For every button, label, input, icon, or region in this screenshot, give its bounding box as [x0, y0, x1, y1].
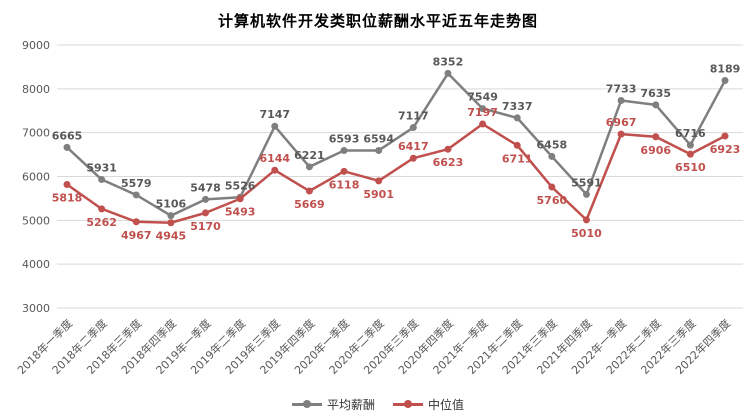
median-data-point: [582, 216, 590, 224]
average-data-point: [513, 114, 521, 122]
median-data-label: 4945: [156, 230, 187, 243]
average-data-label: 5526: [225, 179, 256, 192]
average-data-label: 7147: [259, 108, 290, 121]
median-data-label: 5493: [225, 206, 256, 219]
average-data-point: [271, 122, 279, 130]
legend-item-median: 中位值: [393, 396, 464, 413]
average-series-line: [66, 72, 727, 217]
y-tick-label: 9000: [22, 39, 50, 52]
median-data-point: [305, 187, 313, 195]
y-tick-label: 3000: [22, 302, 50, 315]
median-data-point: [98, 205, 106, 213]
average-data-point: [548, 152, 556, 160]
average-data-point: [132, 191, 140, 199]
median-data-label: 6510: [675, 161, 706, 174]
median-data-point: [271, 166, 279, 174]
median-data-label: 7197: [467, 106, 498, 119]
average-data-label: 7733: [606, 83, 637, 96]
average-data-label: 6458: [537, 138, 568, 151]
median-data-label: 5901: [363, 188, 394, 201]
average-data-label: 6221: [294, 149, 325, 162]
median-data-point: [721, 132, 729, 140]
average-data-label: 8352: [433, 55, 464, 68]
median-data-point: [236, 195, 244, 203]
median-data-point: [479, 120, 487, 128]
average-data-point: [444, 69, 452, 77]
average-data-point: [617, 97, 625, 105]
y-tick-label: 7000: [22, 127, 50, 140]
average-data-label: 7117: [398, 110, 429, 123]
legend-item-average: 平均薪酬: [291, 396, 375, 413]
median-data-label: 6967: [606, 116, 637, 129]
average-data-point: [98, 176, 106, 184]
median-data-label: 5669: [294, 198, 325, 211]
median-data-point: [375, 177, 383, 185]
average-data-point: [305, 163, 313, 171]
average-data-label: 7337: [502, 100, 533, 113]
median-data-point: [132, 218, 140, 226]
median-data-label: 6711: [502, 152, 533, 165]
average-data-label: 5591: [571, 176, 602, 189]
median-data-point: [548, 183, 556, 191]
average-data-point: [167, 212, 175, 220]
y-tick-label: 5000: [22, 214, 50, 227]
average-data-label: 6665: [52, 129, 83, 142]
median-series-marker-icon: [393, 400, 423, 408]
median-data-label: 6906: [640, 144, 671, 157]
y-tick-label: 6000: [22, 171, 50, 184]
median-data-label: 6417: [398, 140, 429, 153]
legend-label-median: 中位值: [428, 397, 465, 412]
average-data-label: 6593: [329, 133, 360, 146]
average-data-label: 6594: [363, 132, 394, 145]
average-data-point: [652, 101, 660, 109]
median-data-point: [617, 130, 625, 138]
average-data-label: 5478: [190, 181, 221, 194]
average-data-point: [479, 105, 487, 113]
average-data-point: [582, 190, 590, 198]
median-data-label: 5262: [86, 216, 117, 229]
average-data-point: [686, 141, 694, 149]
median-data-label: 6923: [710, 143, 741, 156]
legend-label-average: 平均薪酬: [326, 397, 375, 412]
median-data-point: [63, 180, 71, 188]
y-tick-label: 4000: [22, 258, 50, 271]
median-data-point: [686, 150, 694, 158]
median-data-point: [202, 209, 210, 217]
median-data-point: [167, 219, 175, 227]
average-data-label: 8189: [710, 63, 741, 76]
median-data-label: 5818: [52, 191, 83, 204]
average-data-label: 5106: [156, 198, 187, 211]
average-data-point: [409, 124, 417, 132]
median-data-point: [340, 167, 348, 175]
median-data-label: 5760: [537, 194, 568, 207]
median-data-label: 6118: [329, 178, 360, 191]
median-data-label: 5170: [190, 220, 221, 233]
median-data-point: [444, 145, 452, 153]
median-data-label: 4967: [121, 229, 152, 242]
average-data-point: [63, 143, 71, 151]
average-series-marker-icon: [291, 400, 322, 408]
median-data-label: 6623: [433, 156, 464, 169]
average-data-point: [721, 77, 729, 85]
median-data-point: [409, 154, 417, 162]
median-data-point: [513, 141, 521, 149]
average-data-point: [202, 195, 210, 203]
median-data-label: 5010: [571, 227, 602, 240]
average-data-point: [375, 146, 383, 154]
average-data-label: 6716: [675, 127, 706, 140]
average-data-label: 7635: [640, 87, 671, 100]
y-tick-label: 8000: [22, 83, 50, 96]
average-data-label: 7549: [467, 91, 498, 104]
average-data-label: 5931: [86, 162, 117, 175]
median-data-point: [652, 133, 660, 141]
chart-legend: 平均薪酬 中位值: [0, 396, 756, 412]
median-data-label: 6144: [259, 152, 290, 165]
median-series-line: [66, 122, 726, 224]
average-data-label: 5579: [121, 177, 152, 190]
average-data-point: [340, 147, 348, 155]
chart-title: 计算机软件开发类职位薪酬水平近五年走势图: [217, 12, 538, 30]
